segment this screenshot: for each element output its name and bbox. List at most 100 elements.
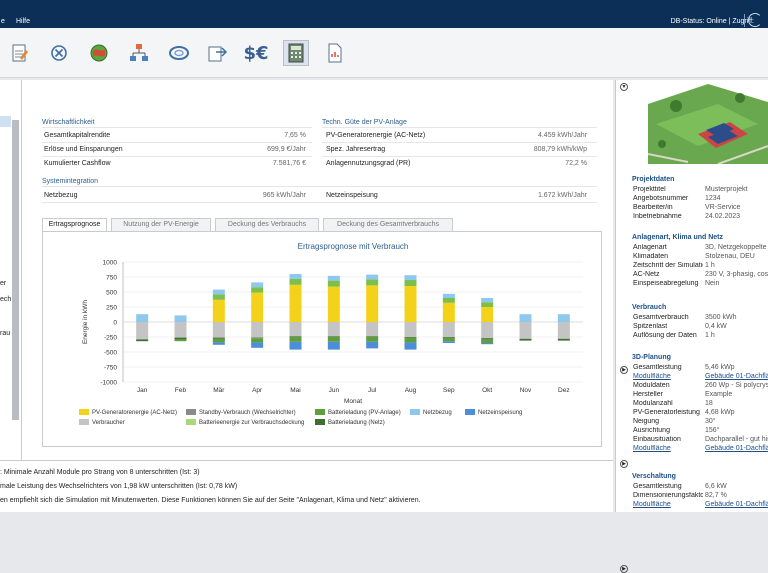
- bar-segment: [366, 279, 379, 286]
- summary-value: 1234: [705, 195, 721, 202]
- kpi-label: PV-Generatorenergie (AC-Netz): [326, 132, 426, 139]
- kpi-value: 965 kWh/Jahr: [262, 192, 306, 199]
- bar-segment: [366, 274, 379, 280]
- navigation-scrollbar[interactable]: [12, 120, 19, 420]
- globe-icon[interactable]: [86, 40, 112, 66]
- bar-segment: [174, 315, 187, 322]
- bar-segment: [289, 322, 302, 337]
- bar-segment: [481, 338, 494, 340]
- message-line: : Minimale Anzahl Module pro Strang von …: [0, 469, 200, 476]
- report-icon[interactable]: [322, 40, 348, 66]
- bar-segment: [212, 337, 225, 339]
- summary-label: Klimadaten: [633, 253, 669, 260]
- bar-segment: [442, 337, 455, 342]
- bar-segment: [366, 322, 379, 337]
- collapse-toggle-icon[interactable]: ▼: [620, 83, 628, 91]
- bar-segment: [481, 343, 494, 345]
- navigation-item-partial[interactable]: er: [0, 280, 7, 287]
- bar-segment: [327, 336, 340, 337]
- bar-segment: [289, 274, 302, 279]
- summary-label: Angebotsnummer: [633, 195, 689, 202]
- summary-value[interactable]: Gebäude 01-Dachfläche: [705, 445, 768, 452]
- summary-label: Hersteller: [633, 391, 663, 398]
- y-tick-label: -750: [104, 365, 117, 372]
- bar-segment: [289, 284, 302, 322]
- summary-label[interactable]: Modulfläche: [633, 373, 671, 380]
- bar-segment: [174, 337, 187, 340]
- bar-segment: [251, 322, 264, 338]
- x-tick-label: Apr: [252, 387, 263, 394]
- tab-ertragsprognose[interactable]: Ertragsprognose: [42, 218, 107, 232]
- summary-value[interactable]: Gebäude 01-Dachfläche: [705, 373, 768, 380]
- kpi-label: Erlöse und Einsparungen: [44, 146, 123, 153]
- menu-item-hilfe[interactable]: Hilfe: [16, 18, 31, 25]
- x-tick-label: Feb: [175, 387, 187, 394]
- bar-segment: [481, 322, 494, 339]
- project-summary-panel: ▼ Projektdaten Projekttitel Musterprojekt A…: [615, 80, 768, 573]
- divider: [42, 156, 312, 157]
- x-axis-label: Monat: [344, 398, 362, 405]
- summary-value[interactable]: Gebäude 01-Dachfläche: [705, 501, 768, 508]
- legend-swatch: [186, 409, 196, 415]
- kpi-value: 699,9 €/Jahr: [267, 146, 306, 153]
- summary-value: 4,68 kWp: [705, 409, 735, 416]
- summary-label: Gesamtverbrauch: [633, 314, 689, 321]
- bar-segment: [442, 341, 455, 343]
- summary-label: AC-Netz: [633, 271, 660, 278]
- bar-segment: [251, 287, 264, 293]
- summary-value: 230 V, 3-phasig, cos phi: [705, 271, 768, 278]
- y-tick-label: 250: [106, 305, 117, 312]
- kpi-label: Netzbezug: [44, 192, 78, 199]
- x-tick-label: Jul: [368, 387, 377, 394]
- navigation-selected-item[interactable]: [0, 116, 11, 127]
- legend-label: Standby-Verbrauch (Wechselrichter): [199, 410, 296, 416]
- bar-segment: [442, 337, 455, 338]
- bar-segment: [481, 302, 494, 307]
- legend-swatch: [79, 409, 89, 415]
- tab-deckung-verbrauch[interactable]: Deckung des Verbrauchs: [215, 218, 319, 232]
- navigation-item-partial[interactable]: ech: [0, 296, 12, 303]
- bar-segment: [136, 314, 149, 322]
- bar-segment: [557, 314, 570, 322]
- kpi-label: Kumulierter Cashflow: [44, 160, 111, 167]
- bar-segment: [212, 338, 225, 343]
- x-tick-label: Jun: [329, 387, 340, 394]
- calculator-icon[interactable]: [283, 40, 309, 66]
- bar-segment: [404, 337, 417, 338]
- ring-icon[interactable]: [166, 40, 192, 66]
- expand-toggle-icon[interactable]: ▶: [620, 366, 628, 374]
- section-title-systemintegration: Systemintegration: [42, 178, 99, 185]
- summary-value: Musterprojekt: [705, 186, 748, 193]
- summary-value: 18: [705, 400, 713, 407]
- summary-value: 5,46 kWp: [705, 364, 735, 371]
- 3d-roof-preview[interactable]: [647, 84, 768, 165]
- summary-label[interactable]: Modulfläche: [633, 445, 671, 452]
- legend-swatch: [315, 419, 325, 425]
- tab-nutzung-pv-energie[interactable]: Nutzung der PV-Energie: [111, 218, 211, 232]
- summary-value: 3500 kWh: [705, 314, 737, 321]
- circle-x-icon[interactable]: [46, 40, 72, 66]
- bar-segment: [212, 299, 225, 322]
- document-edit-icon[interactable]: [6, 40, 32, 66]
- currency-icon[interactable]: $€: [243, 42, 269, 64]
- divider: [322, 127, 597, 128]
- summary-value: 82,7 %: [705, 492, 727, 499]
- tab-deckung-gesamtverbrauch[interactable]: Deckung des Gesamtverbrauchs: [323, 218, 453, 232]
- summary-label: Projekttitel: [633, 186, 666, 193]
- kpi-value: 7.581,76 €: [272, 160, 306, 167]
- summary-label[interactable]: Modulfläche: [633, 501, 671, 508]
- navigation-item-partial[interactable]: rau: [0, 330, 11, 337]
- message-line: male Leistung des Wechselrichters von 1,…: [0, 483, 238, 490]
- x-tick-label: Nov: [520, 387, 532, 394]
- kpi-value: 7,65 %: [284, 132, 306, 139]
- export-icon[interactable]: [206, 40, 232, 66]
- hierarchy-icon[interactable]: [126, 40, 152, 66]
- menu-item-partial[interactable]: e: [1, 18, 5, 25]
- x-tick-label: Aug: [405, 387, 417, 394]
- summary-value: Stolzenau, DEU: [705, 253, 755, 260]
- divider: [322, 142, 597, 143]
- summary-label: Dimensionierungsfaktor: [633, 492, 703, 499]
- expand-toggle-icon[interactable]: ▶: [620, 565, 628, 573]
- summary-label: Modulanzahl: [633, 400, 673, 407]
- expand-toggle-icon[interactable]: ▶: [620, 460, 628, 468]
